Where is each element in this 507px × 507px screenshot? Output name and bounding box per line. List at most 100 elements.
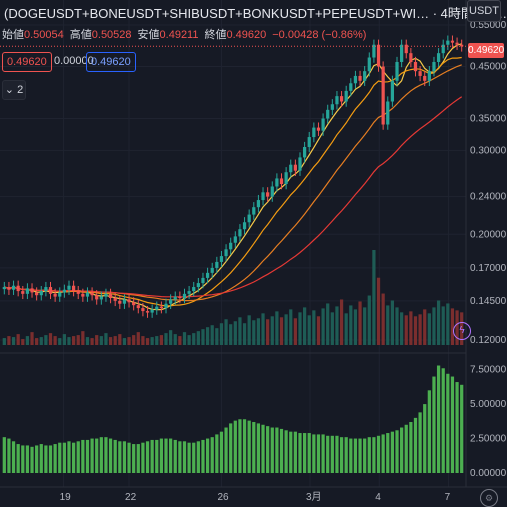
candle	[210, 262, 214, 279]
indicator-bar	[261, 424, 265, 473]
indicator-bar	[169, 438, 173, 473]
candle-body	[159, 306, 164, 309]
last-price-tag: 0.49620	[468, 43, 505, 58]
indicator-bar	[279, 428, 284, 473]
volume-bar	[238, 317, 242, 345]
candle-body	[335, 96, 339, 105]
candle-body	[122, 299, 127, 304]
time-tick-label: 22	[125, 492, 137, 503]
indicator-bar	[155, 439, 159, 473]
chart-title[interactable]: (DOGEUSDT+BONEUSDT+SHIBUSDT+BONKUSDT+PEP…	[4, 6, 507, 21]
candle	[67, 280, 71, 295]
candle	[113, 292, 117, 307]
volume-bar	[201, 329, 205, 345]
candle-body	[344, 90, 348, 102]
volume-bar	[289, 309, 293, 345]
indicator-bar	[312, 434, 316, 473]
candle	[344, 85, 348, 107]
candle	[141, 302, 145, 317]
volume-bar	[321, 308, 325, 345]
candle-body	[353, 75, 358, 84]
candle-body	[321, 118, 325, 131]
ohlc-key: 高値	[69, 29, 92, 41]
volume-bar	[108, 337, 113, 345]
ohlc-value: −0.00428 (−0.86%)	[272, 29, 367, 41]
spread-value: 0.00000	[54, 55, 94, 67]
indicator-bar	[446, 373, 450, 473]
candle-body	[289, 164, 293, 173]
candle-body	[169, 299, 173, 304]
price-axis: 0.55000 0.45000 0.35000 0.30000 0.24000 0.200…	[470, 20, 507, 346]
candle-body	[48, 287, 53, 294]
indicator-bar	[404, 424, 408, 473]
sell-price-box[interactable]: 0.49620	[2, 52, 52, 72]
volume-bar	[335, 306, 339, 345]
candle	[312, 122, 316, 143]
volume-bar	[187, 335, 191, 345]
candle	[48, 281, 53, 300]
candle-body	[229, 242, 233, 250]
candle	[460, 39, 464, 52]
candle	[436, 48, 441, 68]
candle-body	[302, 146, 307, 158]
volume-bar	[11, 337, 16, 345]
candle-body	[141, 308, 145, 312]
candle	[238, 224, 242, 242]
candle	[450, 35, 455, 48]
price-tick-label: 0.55000	[470, 20, 507, 31]
volume-bar	[44, 335, 48, 345]
candle	[196, 277, 200, 293]
candle-body	[432, 61, 436, 72]
candle-body	[155, 306, 159, 310]
indicator-bar	[353, 438, 358, 473]
indicator-bar	[118, 441, 122, 473]
candle-body	[242, 222, 247, 230]
volume-bar	[302, 307, 307, 345]
indicator-bar	[266, 426, 270, 473]
ohlc-value: 0.49211	[159, 29, 199, 41]
candle	[316, 122, 321, 136]
volume-bar	[326, 303, 330, 345]
volume-bar	[316, 316, 321, 345]
indicator-bar	[409, 422, 413, 473]
candle-body	[7, 287, 11, 290]
indicator-bar	[242, 419, 247, 473]
volume-bar	[233, 321, 237, 345]
volume-bar	[409, 311, 413, 345]
indicator-bar	[441, 368, 445, 473]
indicator-histogram	[2, 365, 464, 473]
candle	[376, 39, 381, 72]
indicator-bar	[113, 439, 117, 473]
volume-bar	[344, 313, 348, 345]
ohlc-key: 安値	[137, 29, 160, 41]
candle	[242, 217, 247, 235]
indicator-bar	[270, 427, 274, 473]
price-tick-label: 0.12000	[470, 335, 507, 346]
candle	[330, 99, 334, 116]
candle	[99, 291, 103, 305]
gear-icon[interactable]: ⚙	[480, 489, 498, 507]
candle	[21, 285, 25, 300]
lightning-icon[interactable]: ϟ	[453, 322, 471, 340]
candle	[81, 288, 85, 302]
indicator-bar	[330, 435, 334, 473]
candle-body	[293, 164, 297, 171]
indicator-bar	[192, 442, 196, 473]
indicator-bar	[450, 376, 455, 473]
currency-button[interactable]: USDT	[467, 0, 501, 22]
indicator-tick-label: 7.50000	[470, 365, 507, 376]
indicator-collapse-button[interactable]: ⌄ 2	[2, 80, 26, 100]
volume-bar	[275, 311, 279, 345]
buy-price-box[interactable]: 0.49620	[86, 52, 136, 72]
candle	[11, 280, 16, 295]
candle-body	[404, 44, 408, 54]
candle	[390, 75, 395, 107]
indicator-bar	[21, 445, 25, 473]
candle	[321, 113, 325, 136]
indicator-bar	[132, 444, 136, 473]
indicator-bar	[122, 441, 127, 473]
candle-body	[219, 256, 224, 262]
volume-bar	[219, 323, 224, 345]
candle	[118, 295, 122, 309]
